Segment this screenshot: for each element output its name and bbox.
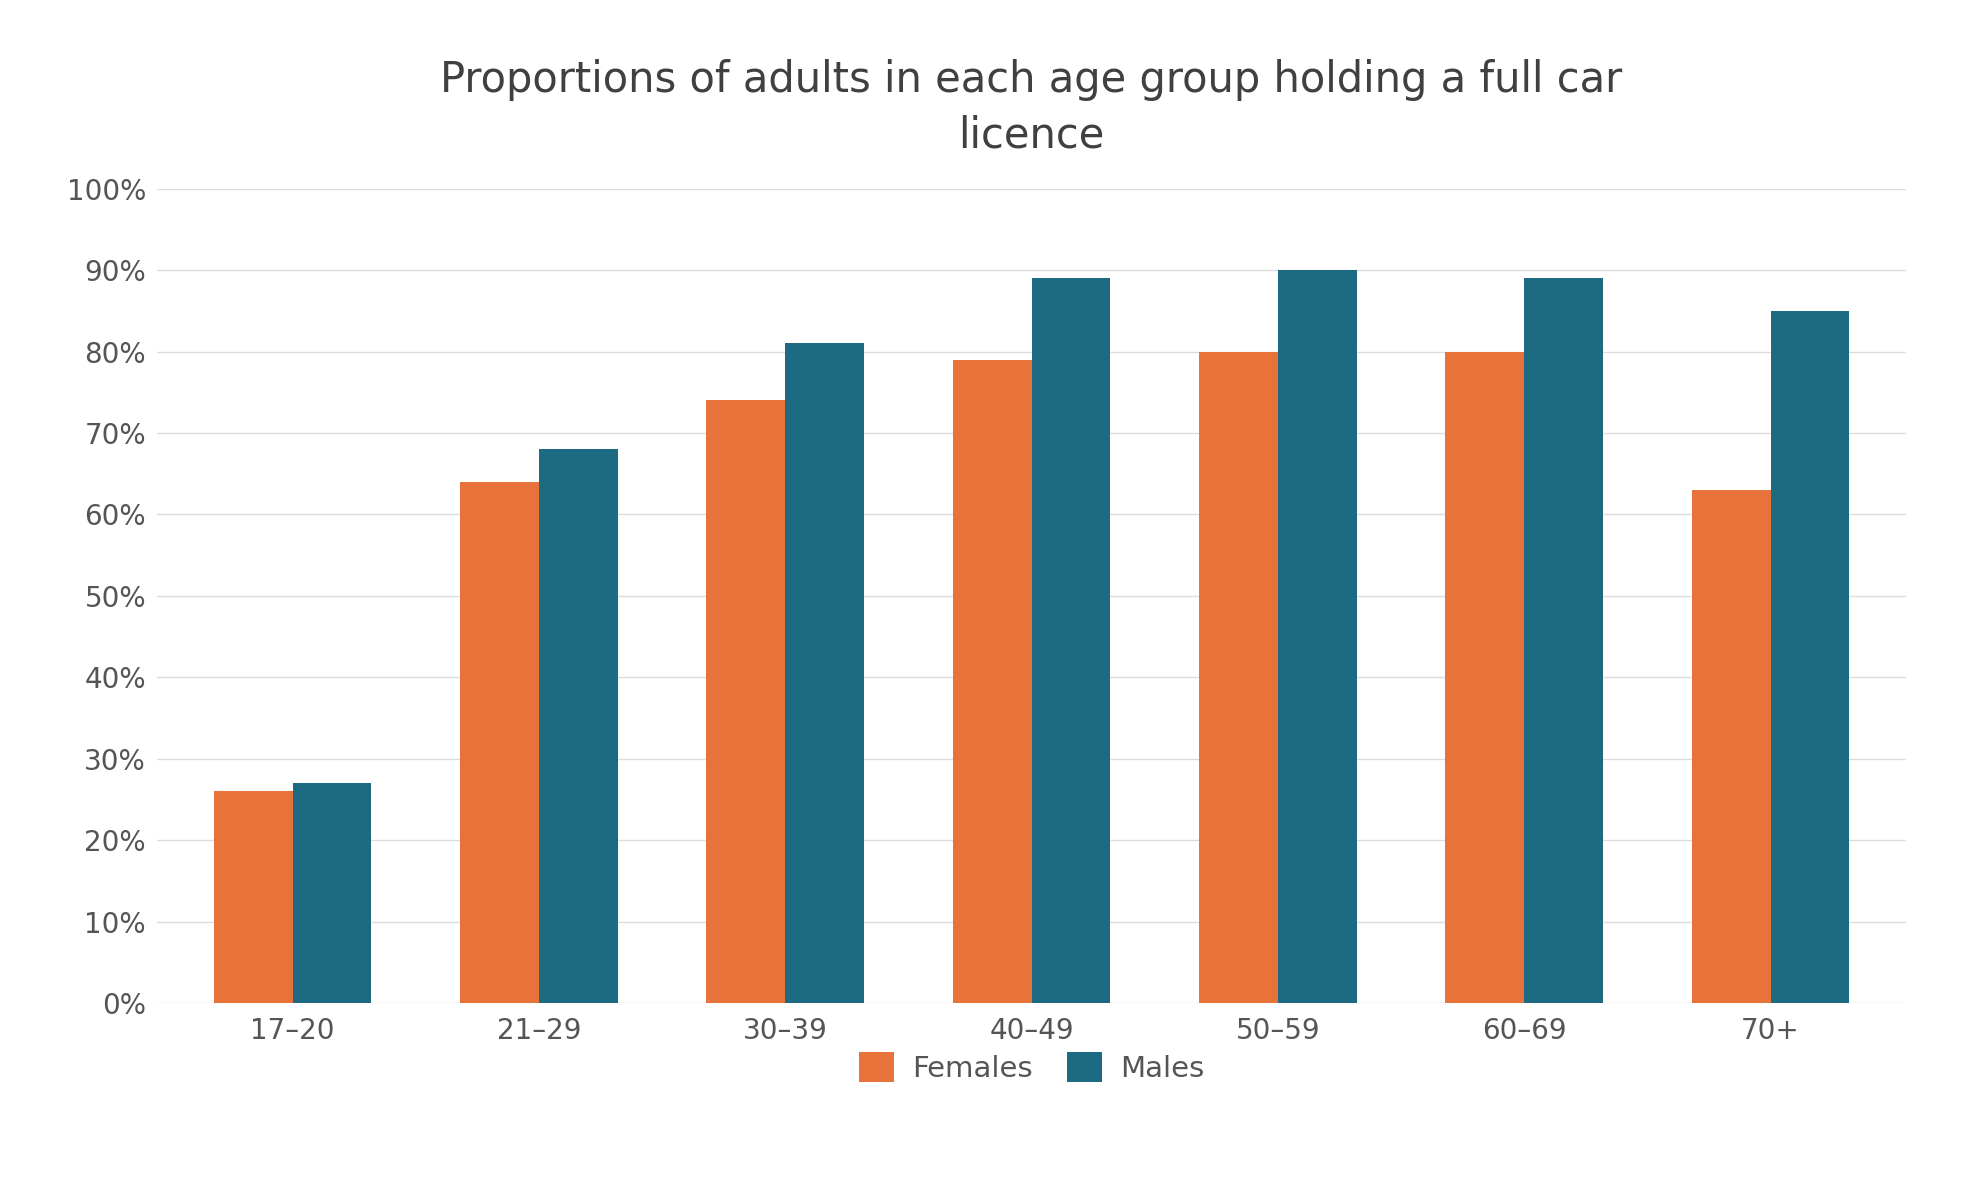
Bar [707, 400, 786, 1003]
Bar [1198, 352, 1277, 1003]
Bar [786, 343, 864, 1003]
Bar [460, 481, 538, 1003]
Bar [1524, 278, 1603, 1003]
Bar [214, 792, 293, 1003]
Bar [293, 784, 371, 1003]
Bar [1031, 278, 1110, 1003]
Bar [1277, 270, 1355, 1003]
Bar [953, 360, 1031, 1003]
Bar [538, 450, 617, 1003]
Bar [1446, 352, 1524, 1003]
Title: Proportions of adults in each age group holding a full car
licence: Proportions of adults in each age group … [440, 59, 1622, 156]
Bar [1691, 490, 1770, 1003]
Legend: Females, Males: Females, Males [846, 1040, 1216, 1094]
Bar [1770, 312, 1848, 1003]
